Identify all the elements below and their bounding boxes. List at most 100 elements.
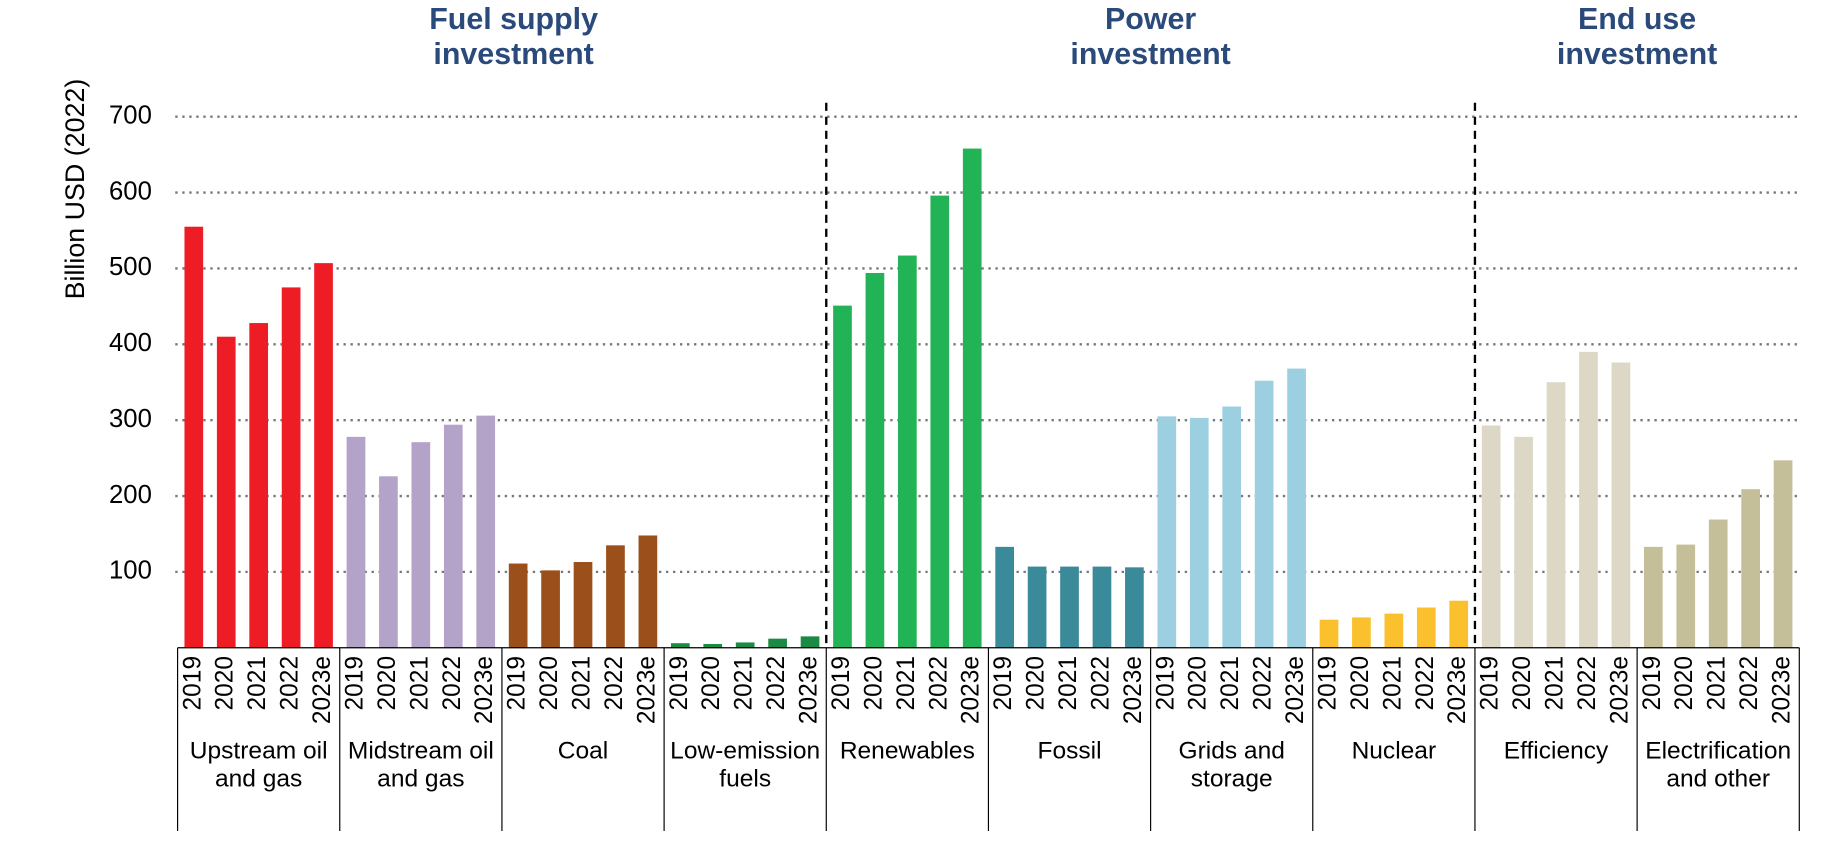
group-label-box: Nuclear — [1351, 737, 1437, 765]
bar — [1157, 416, 1177, 648]
bar — [1352, 617, 1371, 648]
x-tick-label: 2022 — [601, 656, 628, 711]
x-tick-label: 2019 — [504, 656, 531, 711]
x-tick-label: 2023e — [1606, 656, 1633, 724]
x-tick-label: 2023e — [1769, 656, 1796, 724]
group-label-box: Renewables — [840, 738, 975, 765]
x-tick-label: 2020 — [1671, 656, 1698, 711]
x-tick-label: 2021 — [1379, 656, 1406, 711]
x-tick-label: 2019 — [990, 656, 1017, 711]
x-tick-label: 2021 — [731, 656, 758, 711]
bar — [865, 272, 885, 648]
group-label-box: Grids and storage — [1178, 737, 1285, 793]
x-tick-label: 2020 — [1023, 656, 1050, 711]
section-title: Power investment — [1070, 2, 1231, 72]
x-tick-label: 2023e — [309, 656, 336, 724]
x-tick-label: 2020 — [212, 656, 239, 711]
bar — [281, 287, 301, 648]
x-tick-label: 2021 — [568, 656, 595, 711]
y-tick-label: 400 — [109, 329, 152, 357]
x-tick-label: 2022 — [439, 656, 466, 711]
x-tick-label: 2023e — [796, 656, 823, 724]
x-tick-label: 2019 — [666, 656, 693, 711]
x-tick-label: 2019 — [341, 656, 368, 711]
x-tick-label: 2022 — [1574, 656, 1601, 711]
bar — [314, 263, 333, 648]
section-title-box: End use investment — [1556, 2, 1718, 72]
x-tick-label: 2021 — [1704, 656, 1731, 711]
bar — [1449, 600, 1469, 648]
bar — [1060, 566, 1079, 648]
bar — [638, 535, 658, 648]
group-label: Grids and storage — [1178, 737, 1285, 793]
bar — [800, 636, 820, 648]
bar — [249, 323, 269, 648]
bar — [216, 336, 236, 648]
group-label: Electrification and other — [1645, 737, 1792, 793]
y-tick-label: 700 — [109, 102, 152, 130]
bar — [1773, 460, 1793, 648]
x-tick-label: 2021 — [406, 656, 433, 711]
bar — [411, 442, 431, 648]
y-tick-label: 100 — [109, 557, 152, 585]
x-tick-label: 2020 — [1347, 656, 1374, 711]
group-label-box: Low-emission fuels — [670, 737, 821, 793]
bar — [1254, 380, 1274, 648]
group-label-box: Fossil — [1037, 738, 1101, 765]
bar — [606, 545, 625, 648]
x-tick-label: 2021 — [1542, 656, 1569, 711]
y-tick-label: 600 — [109, 177, 152, 205]
bar — [833, 305, 852, 648]
bar — [1319, 619, 1339, 648]
x-tick-label: 2021 — [1217, 656, 1244, 711]
x-tick-label: 2020 — [1509, 656, 1536, 711]
section-title: End use investment — [1556, 2, 1718, 72]
x-tick-label: 2019 — [828, 656, 855, 711]
x-tick-label: 2022 — [1250, 656, 1277, 711]
x-tick-label: 2022 — [1087, 656, 1114, 711]
bar — [768, 638, 787, 648]
x-tick-label: 2020 — [698, 656, 725, 711]
bar — [898, 255, 917, 648]
x-tick-label: 2020 — [1185, 656, 1212, 711]
bar — [930, 195, 950, 648]
x-tick-label: 2021 — [244, 656, 271, 711]
bar — [1287, 368, 1306, 648]
bar — [443, 424, 463, 648]
x-tick-label: 2021 — [893, 656, 920, 711]
x-tick-label: 2019 — [1314, 656, 1341, 711]
group-label: Low-emission fuels — [670, 737, 821, 793]
bar — [346, 436, 366, 648]
x-tick-label: 2023e — [1444, 656, 1471, 724]
bar — [379, 476, 398, 648]
x-tick-label: 2021 — [1055, 656, 1082, 711]
x-tick-label: 2019 — [1152, 656, 1179, 711]
x-tick-label: 2023e — [1120, 656, 1147, 724]
bar — [1676, 544, 1696, 648]
x-tick-label: 2019 — [1477, 656, 1504, 711]
y-tick-label: 300 — [109, 405, 152, 433]
bar — [1125, 567, 1144, 648]
group-label: Midstream oil and gas — [347, 737, 494, 793]
x-tick-label: 2023e — [958, 656, 985, 724]
bar — [1708, 519, 1728, 648]
x-tick-label: 2022 — [277, 656, 304, 711]
bar — [1384, 613, 1404, 648]
bar — [995, 546, 1015, 648]
bar — [1416, 607, 1436, 648]
section-title-box: Fuel supply investment — [429, 2, 598, 71]
bar — [508, 563, 528, 648]
bar — [1189, 417, 1209, 648]
group-label: Nuclear — [1351, 737, 1437, 765]
bar — [1611, 362, 1631, 648]
group-label: Upstream oil and gas — [189, 737, 328, 793]
bar — [1546, 382, 1566, 648]
x-tick-label: 2019 — [1639, 656, 1666, 711]
bar — [1027, 566, 1047, 648]
bar — [735, 642, 755, 648]
bar — [476, 415, 496, 648]
x-tick-label: 2023e — [633, 656, 660, 724]
bar — [962, 148, 982, 648]
bar — [1092, 566, 1112, 648]
